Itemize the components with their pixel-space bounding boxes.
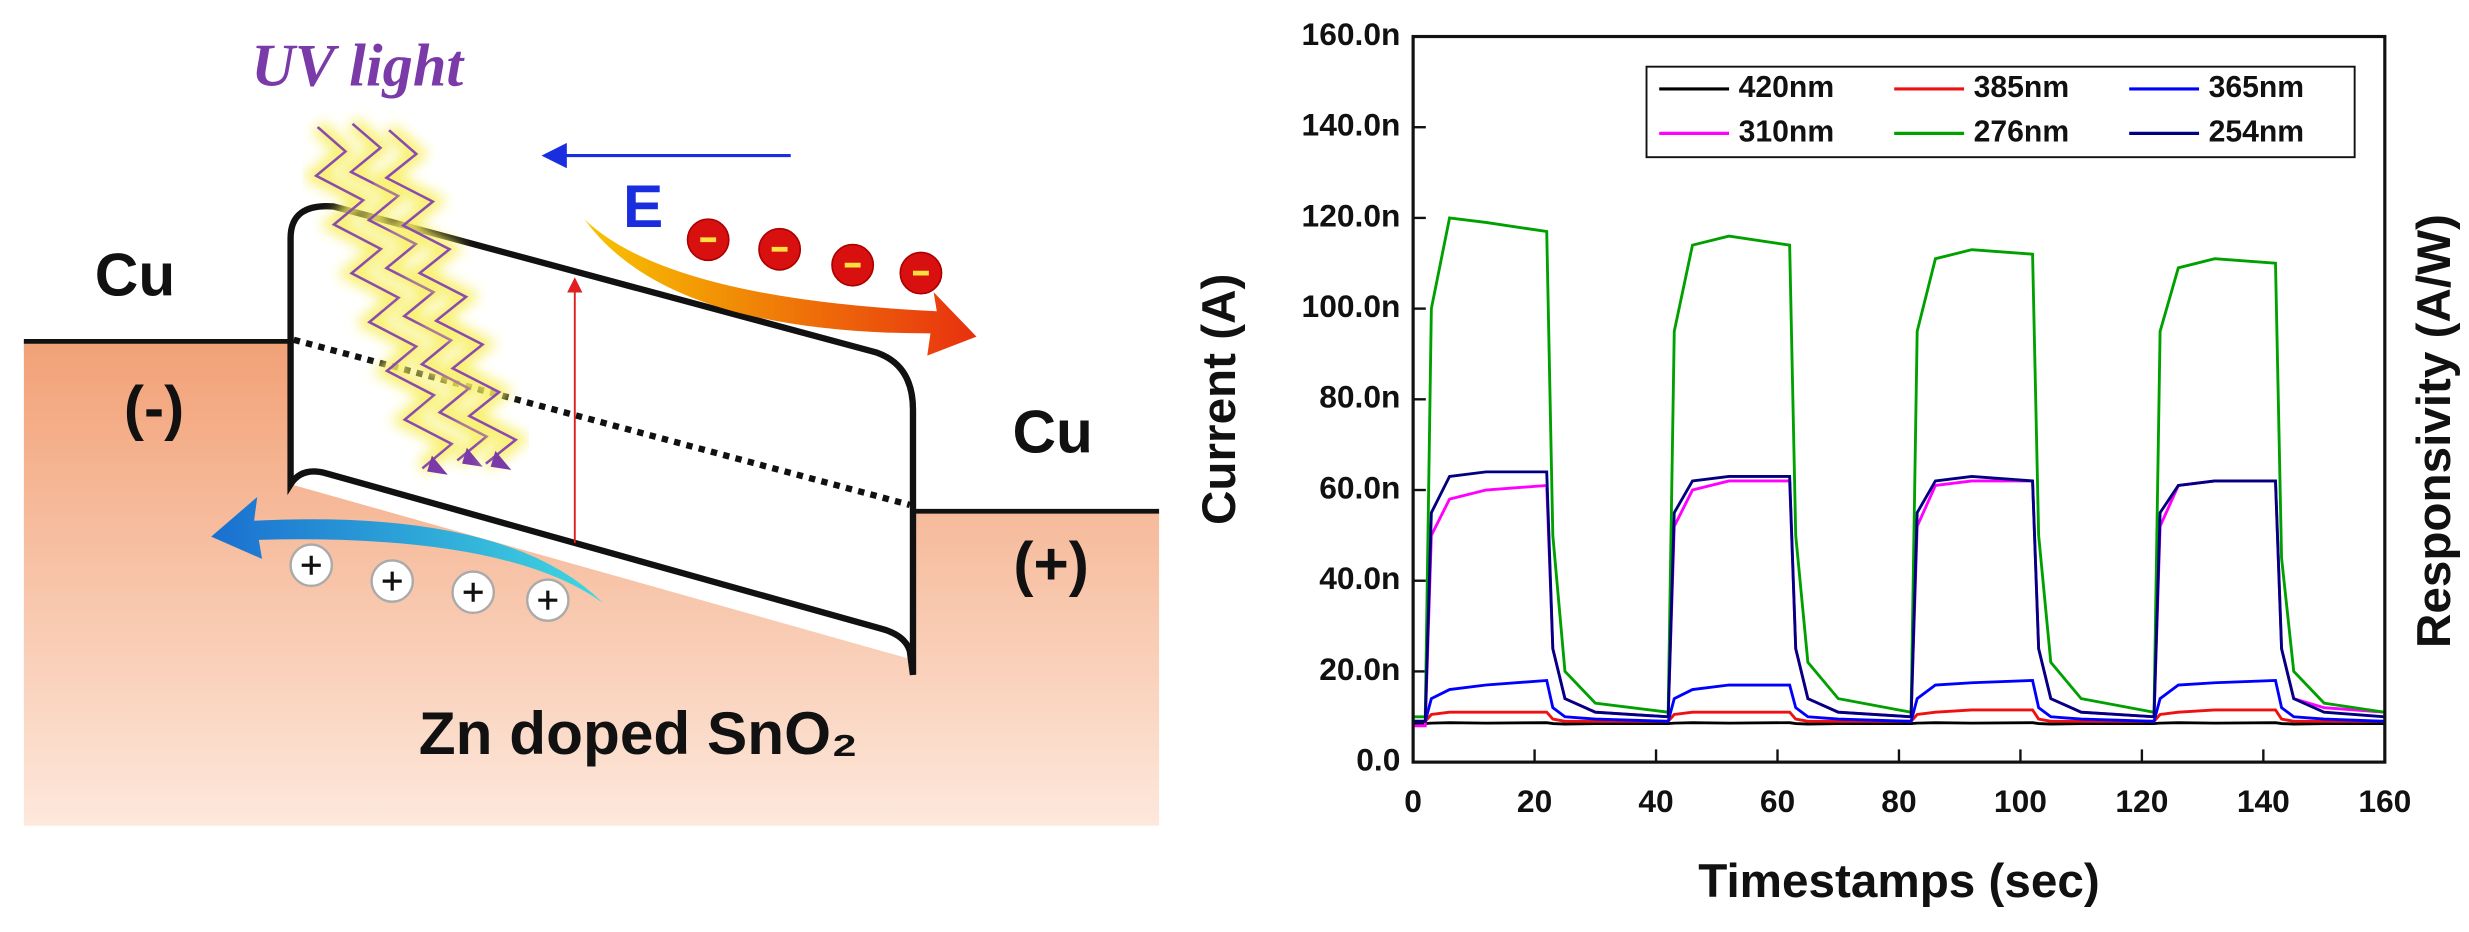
y2-axis-title: Responsivity (A/W) [2408,214,2461,648]
y-tick-label: 20.0n [1319,651,1400,687]
y-tick-label: 60.0n [1319,469,1400,505]
uv-label: UV light [251,32,465,99]
y-tick-label: 40.0n [1319,560,1400,596]
legend-label: 420nm [1739,71,1835,104]
y-tick-label: 0.0 [1356,742,1400,778]
y-tick-label: 160.0n [1302,16,1401,52]
left-sign-label: (-) [124,374,184,442]
legend-label: 365nm [2209,71,2305,104]
series-line [1413,216,2386,719]
x-tick-label: 160 [2358,783,2411,819]
series-line [1413,470,2385,723]
material-region [23,341,1160,826]
diagram: UV light E Cu (-) Cu (+) Zn doped SnO₂ [23,32,1160,826]
y-tick-label: 120.0n [1302,197,1401,233]
hole-sign [463,582,483,602]
legend-label: 276nm [1974,115,2070,148]
uv-wave [384,129,519,465]
x-tick-label: 100 [1994,783,2047,819]
hole-sign [538,590,558,610]
right-sign-label: (+) [1013,529,1088,597]
right-contact-label: Cu [1012,398,1092,466]
x-tick-label: 60 [1760,783,1795,819]
uv-arrowhead [462,447,483,467]
electron-flow-arrow [584,219,977,356]
series-line [1413,721,2385,726]
uv-wave [348,122,489,462]
hole-sign [382,571,402,591]
x-axis-title: Timestamps (sec) [1698,855,2099,908]
series-line [1413,678,2385,723]
x-tick-label: 80 [1881,783,1916,819]
y-tick-label: 80.0n [1319,379,1400,415]
uv-waves [301,117,531,475]
field-label: E [623,172,663,240]
x-tick-label: 140 [2237,783,2290,819]
charges [289,218,943,622]
y-axis-title: Current (A) [1193,274,1246,525]
uv-arrowhead [427,455,448,475]
chart: 0.0 20.0n 40.0n 60.0n 80.0n 100.0n 120.0n 140.0… [1193,16,2461,908]
left-contact-label: Cu [95,240,175,308]
material-label: Zn doped SnO₂ [419,699,858,767]
y-tick-label: 100.0n [1302,288,1401,324]
uv-wave [313,126,454,470]
plot-frame [1411,34,2387,764]
x-tick-label: 120 [2115,783,2168,819]
y-tick-label: 140.0n [1302,107,1401,143]
hole-flow-arrow [211,496,604,604]
x-tick-label: 20 [1517,783,1552,819]
legend-box [1645,65,2356,159]
x-tick-label: 40 [1638,783,1673,819]
x-tick-label: 0 [1404,783,1422,819]
legend-label: 254nm [2209,115,2305,148]
legend-label: 385nm [1974,71,2070,104]
uv-arrowhead [490,450,512,470]
hole-sign [301,555,321,575]
legend-label: 310nm [1739,115,1835,148]
